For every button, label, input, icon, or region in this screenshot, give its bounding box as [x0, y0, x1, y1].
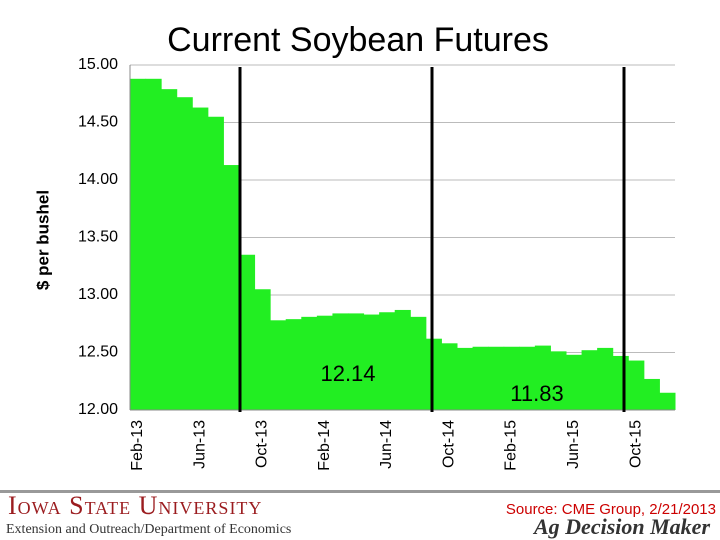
bar [161, 89, 178, 411]
y-tick-label: 14.50 [78, 114, 118, 131]
plot: 12.00 12.50 13.00 13.50 14.00 14.50 15.00 Feb-1… [78, 56, 676, 471]
bar [659, 392, 676, 410]
bar [410, 316, 427, 410]
bar [503, 346, 520, 410]
bar [176, 97, 193, 410]
bar [301, 316, 318, 410]
bar [223, 165, 240, 410]
bar [316, 315, 333, 410]
bar [130, 78, 147, 411]
bar [534, 345, 551, 410]
bar [207, 116, 224, 410]
x-tick-label: Feb-14 [316, 420, 333, 471]
x-tick-label: Oct-14 [440, 420, 457, 468]
x-tick-label: Feb-13 [129, 420, 146, 471]
bar [348, 313, 365, 410]
bar [270, 320, 287, 410]
y-tick-label: 13.50 [78, 229, 118, 246]
bar [254, 289, 271, 410]
bar [425, 338, 442, 410]
bar [285, 319, 302, 410]
bar [488, 346, 505, 410]
bar [597, 347, 614, 410]
x-tick-label: Jun-13 [191, 420, 208, 469]
x-tick-label: Oct-13 [254, 420, 271, 468]
y-tick-label: 13.00 [78, 286, 118, 303]
y-axis-label: $ per bushel [33, 190, 52, 290]
x-tick-label: Jun-15 [565, 420, 582, 469]
bar [628, 360, 645, 410]
bar [192, 107, 209, 411]
annotation: 12.14 [320, 361, 375, 386]
bar [581, 350, 598, 410]
annotation: 11.83 [510, 381, 563, 406]
x-tick-label: Jun-14 [378, 420, 395, 469]
x-tick-label: Feb-15 [503, 420, 520, 471]
y-tick-label: 15.00 [78, 56, 118, 73]
source: Source: CME Group, 2/21/2013 [506, 501, 716, 518]
chart-title: Current Soybean Futures [167, 21, 549, 59]
x-tick-label: Oct-15 [627, 420, 644, 468]
y-tick-label: 14.00 [78, 171, 118, 188]
bar [643, 378, 660, 410]
footer-rule [0, 490, 720, 493]
bar [441, 343, 458, 410]
bar [239, 254, 256, 410]
bar [519, 346, 536, 410]
bar [332, 313, 349, 410]
bar [379, 312, 396, 410]
brand: Ag Decision Maker [532, 514, 710, 539]
bar [394, 309, 411, 410]
bar [145, 78, 162, 411]
bar [457, 347, 474, 410]
bar [566, 354, 583, 410]
bar [363, 314, 380, 410]
y-tick-label: 12.50 [78, 344, 118, 361]
y-tick-label: 12.00 [78, 401, 118, 418]
university-name: Iowa State University [8, 491, 262, 520]
department: Extension and Outreach/Department of Eco… [6, 522, 291, 537]
bar [612, 355, 629, 410]
bar [550, 351, 567, 410]
bar [472, 346, 489, 410]
